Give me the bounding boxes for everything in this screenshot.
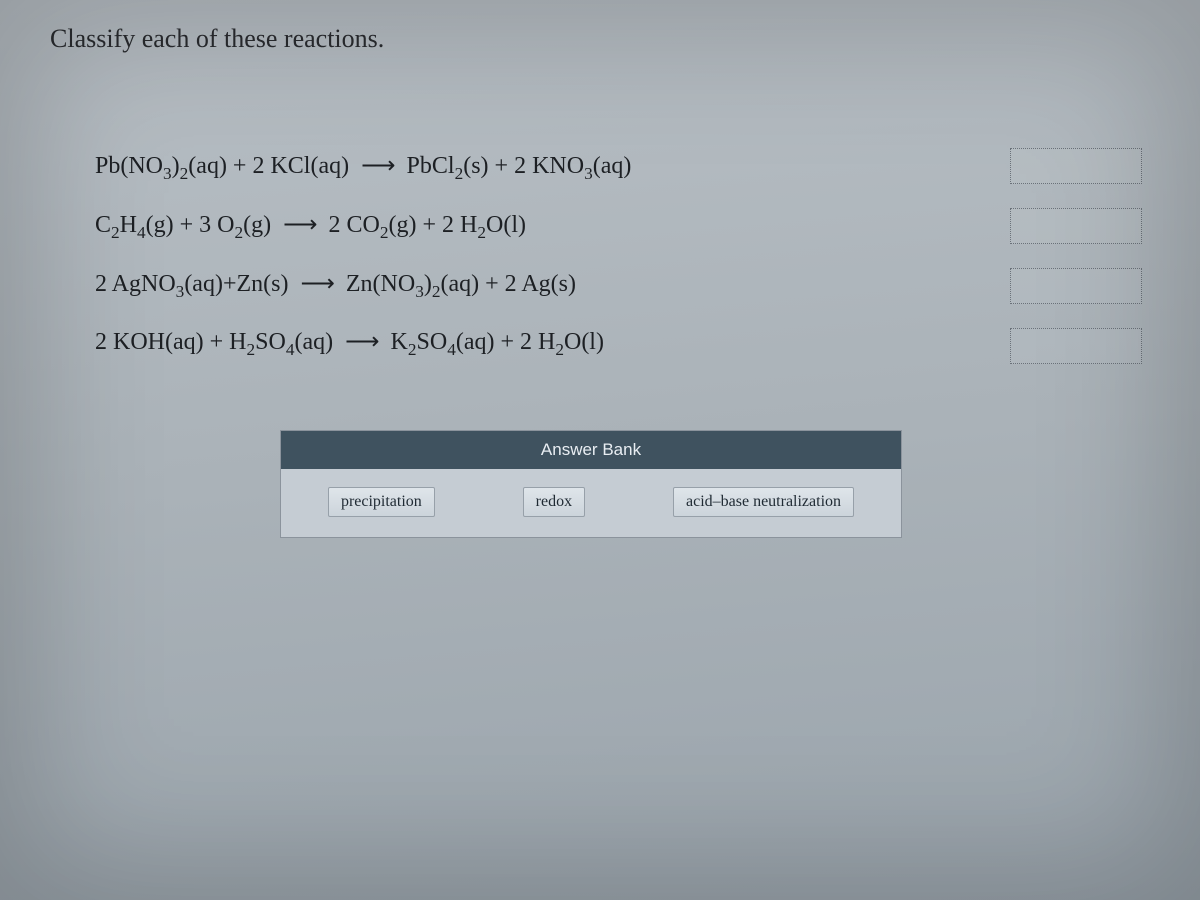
- equation-3[interactable]: 2 AgNO3(aq)+Zn(s) ⟶ Zn(NO3)2(aq) + 2 Ag(…: [95, 258, 1140, 311]
- equation-1[interactable]: Pb(NO3)2(aq) + 2 KCl(aq) ⟶ PbCl2(s) + 2 …: [95, 140, 1140, 193]
- content-area: Pb(NO3)2(aq) + 2 KCl(aq) ⟶ PbCl2(s) + 2 …: [95, 140, 1140, 375]
- page: Classify each of these reactions. Pb(NO3…: [0, 0, 1200, 900]
- chip-acid-base[interactable]: acid–base neutralization: [673, 487, 854, 517]
- answer-bank-title: Answer Bank: [281, 431, 901, 469]
- chip-precipitation[interactable]: precipitation: [328, 487, 435, 517]
- drop-target-column: [1010, 148, 1142, 364]
- drop-target-2[interactable]: [1010, 208, 1142, 244]
- answer-bank-body: precipitation redox acid–base neutraliza…: [281, 469, 901, 537]
- chip-redox[interactable]: redox: [523, 487, 585, 517]
- drop-target-3[interactable]: [1010, 268, 1142, 304]
- answer-bank: Answer Bank precipitation redox acid–bas…: [280, 430, 902, 538]
- equation-2[interactable]: C2H4(g) + 3 O2(g) ⟶ 2 CO2(g) + 2 H2O(l): [95, 199, 1140, 252]
- question-prompt: Classify each of these reactions.: [50, 24, 384, 54]
- equation-4[interactable]: 2 KOH(aq) + H2SO4(aq) ⟶ K2SO4(aq) + 2 H2…: [95, 316, 1140, 369]
- drop-target-4[interactable]: [1010, 328, 1142, 364]
- drop-target-1[interactable]: [1010, 148, 1142, 184]
- equation-list: Pb(NO3)2(aq) + 2 KCl(aq) ⟶ PbCl2(s) + 2 …: [95, 140, 1140, 369]
